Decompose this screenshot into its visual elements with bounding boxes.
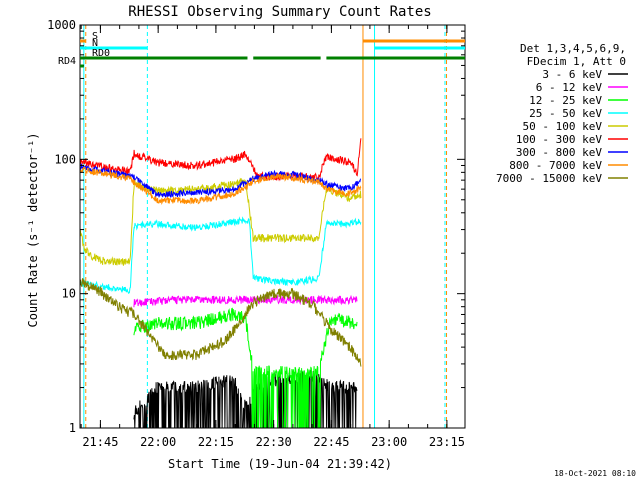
flag-label-n: N [92,38,98,49]
legend-label: 300 - 800 keV [516,146,602,159]
legend-label: 100 - 300 keV [516,133,602,146]
legend-label: 12 - 25 keV [529,94,602,107]
timestamp: 18-Oct-2021 08:10 [554,469,636,478]
chart-title: RHESSI Observing Summary Count Rates [128,4,431,20]
series-line-9 [80,278,362,367]
x-tick-label: 22:15 [198,435,234,449]
x-tick-label: 22:30 [256,435,292,449]
x-axis-label: Start Time (19-Jun-04 21:39:42) [168,457,392,471]
x-tick-label: 23:15 [429,435,465,449]
x-tick-labels: 21:45 22:00 22:15 22:30 22:45 23:00 23:15 [82,435,465,449]
x-tick-label: 21:45 [82,435,118,449]
y-tick-label: 1000 [47,18,76,32]
plot-area [80,25,448,428]
legend-label: 25 - 50 keV [529,107,602,120]
y-tick-label: 10 [62,287,76,301]
legend-label: 50 - 100 keV [523,120,603,133]
legend-header-line-2: FDecim 1, Att 0 [527,55,626,68]
y-tick-label: 1 [69,421,76,435]
series-line-2 [133,294,358,308]
series-line-4 [80,216,362,295]
y-tick-label: 100 [54,152,76,166]
legend-label: 6 - 12 keV [536,81,603,94]
legend-label: 7000 - 15000 keV [496,172,602,185]
x-tick-label: 22:00 [140,435,176,449]
series-line-1 [133,369,358,428]
flag-label-rd4: RD4 [58,56,76,67]
x-tick-label: 22:45 [313,435,349,449]
flag-label-s: S [92,31,98,42]
legend-label: 800 - 7000 keV [509,159,602,172]
x-tick-label: 23:00 [371,435,407,449]
y-tick-labels: 1 10 100 1000 [47,18,76,435]
legend-label: 3 - 6 keV [542,68,602,81]
legend: Det 1,3,4,5,6,9, FDecim 1, Att 0 3 - 6 k… [496,42,628,185]
legend-header-line-1: Det 1,3,4,5,6,9, [520,42,626,55]
plot-frame [79,24,466,429]
axes [79,24,466,429]
series-line-8 [80,166,362,206]
y-axis-label: Count Rate (s⁻¹ detector⁻¹) [26,132,40,327]
flag-label-rd0: RD0 [92,48,110,59]
